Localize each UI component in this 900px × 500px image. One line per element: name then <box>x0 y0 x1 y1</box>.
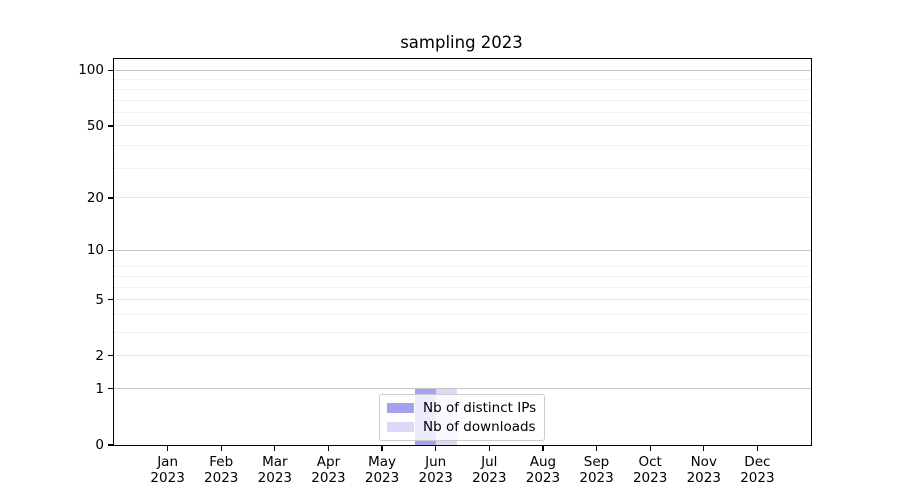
gridline <box>114 275 811 277</box>
year-label: 2023 <box>472 469 507 486</box>
month-label: Jun <box>425 454 447 470</box>
y-axis-tick <box>108 249 113 251</box>
y-axis-tick <box>108 197 113 199</box>
gridline <box>114 99 811 101</box>
x-axis-tick-label: May 2023 <box>364 454 400 486</box>
year-label: 2023 <box>579 469 614 486</box>
gridline <box>114 331 811 333</box>
year-label: 2023 <box>204 469 239 486</box>
y-axis-tick <box>108 355 113 357</box>
gridline <box>114 88 811 90</box>
x-axis-tick-label: Dec 2023 <box>740 454 775 486</box>
gridline <box>114 286 811 288</box>
year-label: 2023 <box>311 469 346 486</box>
x-axis-tick <box>274 446 276 451</box>
gridline <box>114 388 811 390</box>
gridline <box>114 125 811 127</box>
year-label: 2023 <box>150 469 185 486</box>
x-axis-tick <box>595 446 598 451</box>
gridline <box>114 145 811 147</box>
year-label: 2023 <box>740 469 775 486</box>
y-axis-tick-label: 0 <box>95 437 104 453</box>
y-axis-tick <box>108 444 113 446</box>
x-axis-tick <box>488 446 490 451</box>
y-axis-tick-label: 10 <box>86 242 104 259</box>
year-label: 2023 <box>257 469 293 486</box>
x-axis-tick <box>649 446 651 451</box>
x-axis-tick-label: Nov 2023 <box>686 454 721 486</box>
y-axis-tick <box>108 69 113 72</box>
x-axis-tick <box>756 446 759 451</box>
y-axis-tick-label: 5 <box>95 291 104 308</box>
y-axis-tick-label: 2 <box>95 347 104 364</box>
month-label: Aug <box>529 454 557 470</box>
legend-swatch-icon <box>387 403 414 413</box>
month-label: Feb <box>209 454 234 470</box>
x-axis-tick-label: Jan 2023 <box>150 454 185 486</box>
gridline <box>114 313 811 315</box>
month-label: Oct <box>638 454 662 470</box>
gridline <box>114 168 811 170</box>
y-axis-tick-label: 50 <box>86 117 104 134</box>
month-label: Dec <box>744 454 771 470</box>
y-axis-tick-label: 1 <box>95 380 104 397</box>
x-axis-tick-label: Apr 2023 <box>311 454 346 486</box>
gridline <box>114 112 811 114</box>
x-axis-tick-label: Sep 2023 <box>579 454 614 486</box>
x-axis-tick <box>327 446 330 451</box>
legend-label: Nb of distinct IPs <box>423 400 537 416</box>
month-label: Apr <box>316 454 341 470</box>
month-label: Nov <box>690 454 717 470</box>
legend-swatch-icon <box>387 422 414 432</box>
y-axis-tick <box>108 298 113 301</box>
gridline <box>114 266 811 268</box>
x-axis-tick-label: Jun 2023 <box>418 454 453 486</box>
month-label: Sep <box>583 454 610 470</box>
x-axis-tick-label: Oct 2023 <box>632 454 668 486</box>
x-axis-tick <box>381 446 383 451</box>
year-label: 2023 <box>525 469 561 486</box>
year-label: 2023 <box>418 469 453 486</box>
year-label: 2023 <box>364 469 400 486</box>
plot-area: 0 1 2 5 10 20 50 100 Jan 2023 Feb 2023 Mar 2023 Apr 202… <box>78 58 812 485</box>
gridline <box>114 69 811 71</box>
y-axis-tick <box>108 125 113 127</box>
month-label: Jul <box>481 454 498 470</box>
x-axis-tick-label: Mar 2023 <box>257 454 293 486</box>
x-axis-tick <box>166 446 169 451</box>
y-axis-tick-label: 20 <box>86 189 104 206</box>
legend-entry: Nb of downloads <box>387 419 536 435</box>
gridline <box>114 197 811 199</box>
x-axis-tick-label: Feb 2023 <box>204 454 239 486</box>
legend: Nb of distinct IPs Nb of downloads <box>379 394 546 441</box>
chart-title: sampling 2023 <box>400 33 523 52</box>
month-label: Mar <box>262 454 288 470</box>
y-axis-tick-label: 100 <box>78 62 104 79</box>
month-label: May <box>368 454 397 470</box>
x-axis-tick <box>542 446 544 451</box>
legend-label: Nb of downloads <box>423 419 536 435</box>
year-label: 2023 <box>686 469 721 486</box>
legend-entry: Nb of distinct IPs <box>387 400 536 416</box>
month-label: Jan <box>157 454 179 470</box>
x-axis-tick-label: Jul 2023 <box>472 454 507 486</box>
x-axis-tick <box>435 446 437 451</box>
year-label: 2023 <box>632 469 668 486</box>
gridline <box>114 299 811 301</box>
gridline <box>114 79 811 81</box>
gridline <box>114 355 811 357</box>
gridline <box>114 249 811 251</box>
x-axis-tick <box>220 446 222 451</box>
x-axis-tick-label: Aug 2023 <box>525 454 561 486</box>
x-axis-tick <box>703 446 705 451</box>
y-axis-tick <box>108 388 113 390</box>
